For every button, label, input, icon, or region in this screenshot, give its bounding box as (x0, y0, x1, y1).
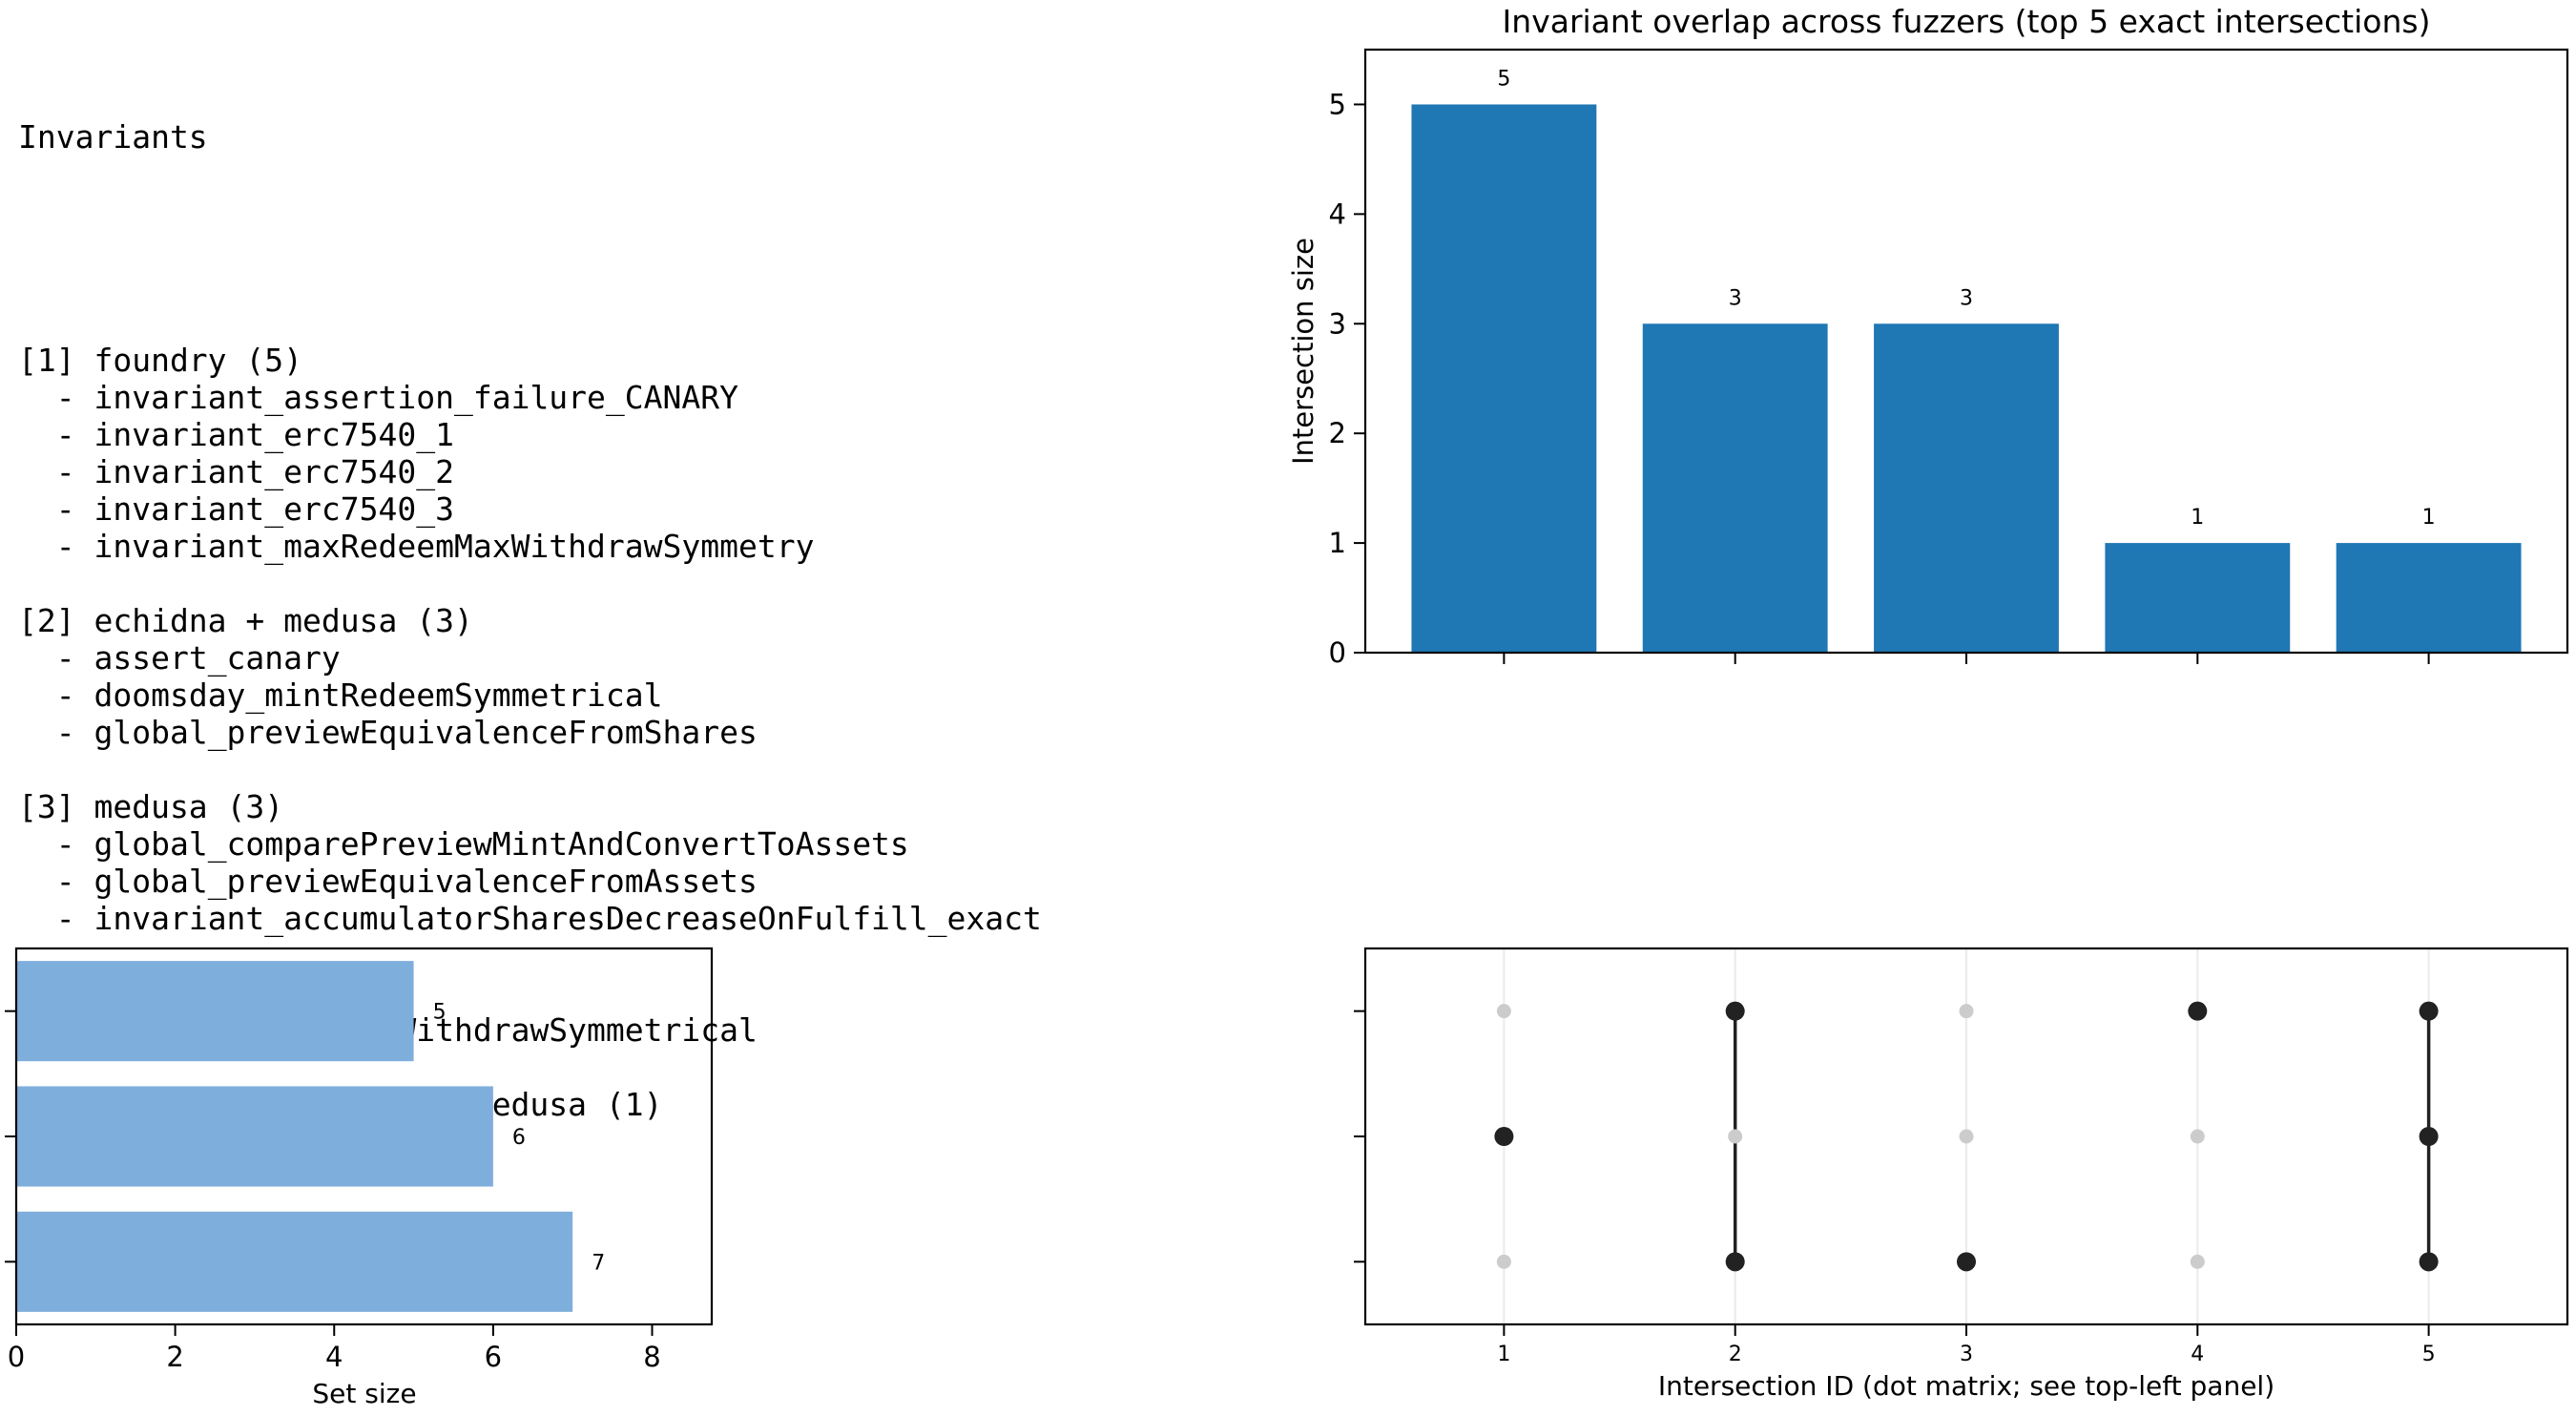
bar-value-label: 5 (1497, 67, 1510, 91)
bar-value-label: 1 (2422, 506, 2436, 530)
invariant-list-item: - global_previewEquivalenceFromAssets (18, 863, 1042, 900)
active-dot (2419, 1127, 2439, 1146)
x-tick-label: 4 (325, 1341, 343, 1373)
invariant-list-item: - assert_canary (18, 639, 1042, 677)
invariant-list-item: - invariant_erc7540_1 (18, 416, 1042, 453)
set-size-axes (14, 947, 714, 1326)
bar-value-label: 1 (2191, 506, 2204, 530)
inactive-dot (1959, 1129, 1974, 1144)
invariant-list-item: - invariant_accumulatorSharesDecreaseOnF… (18, 900, 1042, 937)
x-tick-label: 8 (643, 1341, 660, 1373)
invariant-name: global_previewEquivalenceFromShares (93, 714, 758, 751)
invariant-list-item: - global_comparePreviewMintAndConvertToA… (18, 825, 1042, 863)
list-bullet: - (18, 900, 94, 937)
x-tick-label: 2 (166, 1341, 183, 1373)
intersection-bar (2105, 543, 2291, 653)
active-dot (1725, 1001, 1745, 1021)
bar-value-label: 3 (1729, 286, 1742, 310)
inactive-dot (2190, 1129, 2205, 1144)
set-size-bar (16, 1086, 493, 1187)
active-dot (2188, 1001, 2208, 1021)
invariant-name: invariant_erc7540_2 (93, 453, 454, 490)
text-panel-title: Invariants (18, 118, 208, 156)
active-dot (1725, 1252, 1745, 1272)
x-tick-label: 3 (1960, 1343, 1973, 1366)
list-bullet: - (18, 528, 94, 565)
invariant-name: global_previewEquivalenceFromAssets (93, 863, 758, 900)
inactive-dot (1728, 1129, 1743, 1144)
inactive-dot (1496, 1254, 1511, 1269)
list-bullet: - (18, 863, 94, 900)
invariant-list-item: - invariant_assertion_failure_CANARY (18, 379, 1042, 416)
set-size-bar (16, 961, 414, 1062)
invariant-list-item: - global_previewEquivalenceFromShares (18, 714, 1042, 751)
group-header: [1] foundry (5) (18, 342, 303, 379)
intersection-bar (1874, 323, 2059, 653)
bar-value-label: 3 (1960, 286, 1973, 310)
y-tick-label: 3 (1329, 307, 1346, 340)
inactive-dot (1959, 1004, 1974, 1019)
dot-matrix-axes (1363, 947, 2569, 1326)
set-size-label: 7 (592, 1251, 605, 1275)
list-bullet: - (18, 416, 94, 453)
inactive-dot (1496, 1004, 1511, 1019)
invariant-list-item: - invariant_erc7540_3 (18, 490, 1042, 528)
invariant-list-item: - invariant_maxRedeemMaxWithdrawSymmetry (18, 528, 1042, 565)
intersection-bar (1642, 323, 1828, 653)
invariant-list-item: - invariant_erc7540_2 (18, 453, 1042, 490)
invariant-list-item: - doomsday_mintRedeemSymmetrical (18, 677, 1042, 714)
group-header: [2] echidna + medusa (3) (18, 602, 473, 639)
set-size-label: 5 (433, 1001, 447, 1025)
top-chart-title: Invariant overlap across fuzzers (top 5 … (1503, 3, 2431, 40)
active-dot (1957, 1252, 1976, 1272)
matrix-xlabel: Intersection ID (dot matrix; see top-lef… (1658, 1370, 2275, 1402)
top-chart-ylabel: Intersection size (1287, 238, 1319, 465)
y-tick-label: 0 (1329, 636, 1346, 669)
active-dot (2419, 1252, 2439, 1272)
active-dot (2419, 1001, 2439, 1021)
list-bullet: - (18, 677, 94, 714)
invariant-name: invariant_erc7540_3 (93, 490, 454, 528)
y-tick-label: 4 (1329, 198, 1346, 230)
x-tick-label: 1 (1497, 1343, 1510, 1366)
list-bullet: - (18, 714, 94, 751)
invariant-name: invariant_maxRedeemMaxWithdrawSymmetry (93, 528, 815, 565)
y-tick-label: 2 (1329, 417, 1346, 449)
list-bullet: - (18, 453, 94, 490)
top-chart-axes (1363, 48, 2569, 655)
x-tick-label: 6 (485, 1341, 502, 1373)
invariant-name: invariant_assertion_failure_CANARY (93, 379, 738, 416)
x-tick-label: 5 (2422, 1343, 2436, 1366)
list-bullet: - (18, 490, 94, 528)
x-tick-label: 0 (8, 1341, 25, 1373)
active-dot (1494, 1127, 1514, 1146)
group-header: [3] medusa (3) (18, 788, 284, 825)
x-tick-label: 4 (2191, 1343, 2204, 1366)
set-size-bar (16, 1211, 573, 1312)
invariant-name: invariant_accumulatorSharesDecreaseOnFul… (93, 900, 1042, 937)
list-bullet: - (18, 379, 94, 416)
x-tick-label: 2 (1729, 1343, 1742, 1366)
invariant-name: doomsday_mintRedeemSymmetrical (93, 677, 663, 714)
y-tick-label: 5 (1329, 88, 1346, 120)
list-bullet: - (18, 825, 94, 863)
setsize-xlabel: Set size (312, 1378, 416, 1409)
invariant-name: invariant_erc7540_1 (93, 416, 454, 453)
intersection-bar (1411, 104, 1597, 654)
y-tick-label: 1 (1329, 527, 1346, 559)
invariant-name: global_comparePreviewMintAndConvertToAss… (93, 825, 909, 863)
set-size-label: 6 (512, 1126, 526, 1150)
list-bullet: - (18, 639, 94, 677)
inactive-dot (2190, 1254, 2205, 1269)
intersection-bar (2336, 543, 2522, 653)
invariant-name: assert_canary (93, 639, 341, 677)
